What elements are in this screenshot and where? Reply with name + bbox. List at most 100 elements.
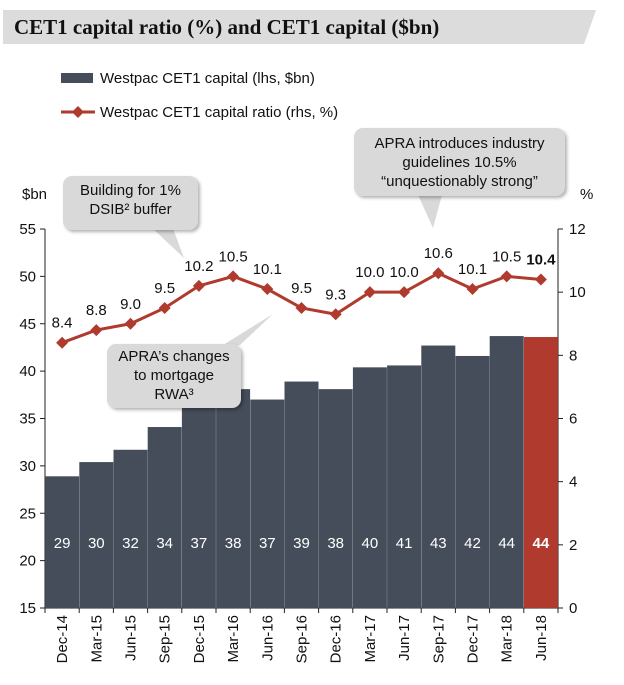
ratio-point — [124, 317, 137, 330]
bar — [421, 345, 456, 608]
bar-value-label: 38 — [225, 535, 242, 552]
y-tick-label: 45 — [19, 316, 36, 333]
bar — [284, 381, 319, 608]
bar — [523, 337, 558, 608]
bar-value-label: 44 — [533, 535, 550, 552]
y2-tick-label: 8 — [569, 347, 577, 364]
ratio-point — [329, 308, 342, 321]
ratio-value-label: 10.6 — [424, 245, 453, 262]
callout-pointer-apra-mortgage — [215, 314, 273, 350]
callout-apra-mortgage: APRA’s changes to mortgage RWA³ — [107, 344, 241, 408]
bar — [79, 462, 114, 608]
bar — [387, 365, 422, 608]
ratio-value-label: 9.5 — [291, 280, 312, 297]
x-tick-label: Jun-15 — [123, 615, 140, 661]
x-tick-label: Jun-17 — [396, 615, 413, 661]
ratio-value-label: 8.4 — [52, 315, 73, 332]
x-tick-label: Mar-17 — [362, 615, 379, 663]
bar-value-label: 37 — [259, 535, 276, 552]
bar-value-label: 44 — [498, 535, 515, 552]
y2-tick-label: 6 — [569, 411, 577, 428]
ratio-value-label: 9.3 — [325, 286, 346, 303]
y2-axis-title: % — [580, 186, 593, 203]
ratio-value-label: 9.0 — [120, 296, 141, 313]
y2-tick-label: 12 — [569, 221, 586, 238]
x-tick-label: Mar-15 — [88, 615, 105, 663]
bar — [489, 336, 524, 608]
y2-tick-label: 0 — [569, 600, 577, 617]
bar-value-label: 40 — [362, 535, 379, 552]
bar-value-label: 41 — [396, 535, 413, 552]
ratio-point — [500, 270, 513, 283]
ratio-value-label: 10.0 — [355, 264, 384, 281]
ratio-point — [534, 273, 547, 286]
x-tick-label: Jun-16 — [259, 615, 276, 661]
y-tick-label: 25 — [19, 505, 36, 522]
bar-value-label: 37 — [191, 535, 208, 552]
ratio-point — [158, 301, 171, 314]
bar-value-label: 30 — [88, 535, 105, 552]
ratio-value-label: 10.1 — [458, 261, 487, 278]
ratio-value-label: 10.2 — [184, 258, 213, 275]
y-tick-label: 20 — [19, 553, 36, 570]
bar — [318, 389, 353, 608]
callout-apra-industry: APRA introduces industry guidelines 10.5… — [354, 128, 565, 196]
x-tick-label: Jun-18 — [533, 615, 550, 661]
ratio-point — [398, 286, 411, 299]
y-tick-label: 30 — [19, 458, 36, 475]
bar — [455, 355, 490, 608]
ratio-point — [295, 301, 308, 314]
x-tick-label: Sep-17 — [430, 615, 447, 663]
bar — [250, 399, 285, 608]
bar — [147, 427, 182, 608]
y-axis-title: $bn — [22, 186, 47, 203]
chart-title: CET1 capital ratio (%) and CET1 capital … — [14, 15, 440, 39]
bar-value-label: 39 — [293, 535, 310, 552]
y2-tick-label: 4 — [569, 474, 577, 491]
y-tick-label: 15 — [19, 600, 36, 617]
ratio-value-label: 10.5 — [218, 248, 247, 265]
y-tick-label: 50 — [19, 268, 36, 285]
legend-bar-label: Westpac CET1 capital (lhs, $bn) — [100, 70, 315, 87]
x-tick-label: Sep-16 — [294, 615, 311, 663]
callout-building-dsib: Building for 1% DSIB² buffer — [63, 176, 198, 230]
x-tick-label: Mar-16 — [225, 615, 242, 663]
bar-value-label: 29 — [54, 535, 71, 552]
ratio-point — [56, 336, 69, 349]
x-tick-label: Dec-14 — [54, 615, 71, 663]
y-tick-label: 40 — [19, 363, 36, 380]
ratio-point — [90, 324, 103, 337]
ratio-value-label: 10.4 — [526, 252, 556, 269]
x-tick-label: Dec-17 — [465, 615, 482, 663]
title-bar: CET1 capital ratio (%) and CET1 capital … — [3, 10, 606, 44]
ratio-point — [363, 286, 376, 299]
ratio-point — [466, 283, 479, 296]
x-tick-label: Mar-18 — [499, 615, 516, 663]
callout-pointer-apra-industry — [418, 195, 442, 228]
ratio-point — [192, 279, 205, 292]
bar-value-label: 38 — [327, 535, 344, 552]
legend-line-label: Westpac CET1 capital ratio (rhs, %) — [100, 104, 338, 121]
ratio-point — [261, 283, 274, 296]
bar — [113, 449, 148, 608]
legend-bar-swatch — [61, 73, 93, 83]
bar — [45, 476, 80, 608]
x-tick-label: Dec-16 — [328, 615, 345, 663]
x-tick-label: Dec-15 — [191, 615, 208, 663]
ratio-value-label: 10.1 — [253, 261, 282, 278]
bar-value-label: 34 — [156, 535, 173, 552]
y-tick-label: 55 — [19, 221, 36, 238]
y2-tick-label: 10 — [569, 284, 586, 301]
legend-line-marker — [72, 106, 84, 118]
y2-tick-label: 2 — [569, 537, 577, 554]
bar-value-label: 32 — [122, 535, 139, 552]
ratio-value-label: 8.8 — [86, 302, 107, 319]
bar — [352, 367, 387, 608]
bar-value-label: 42 — [464, 535, 481, 552]
ratio-value-label: 9.5 — [154, 280, 175, 297]
callout-pointer-building — [150, 226, 184, 258]
ratio-point — [432, 267, 445, 280]
ratio-point — [227, 270, 240, 283]
ratio-value-label: 10.0 — [389, 264, 418, 281]
